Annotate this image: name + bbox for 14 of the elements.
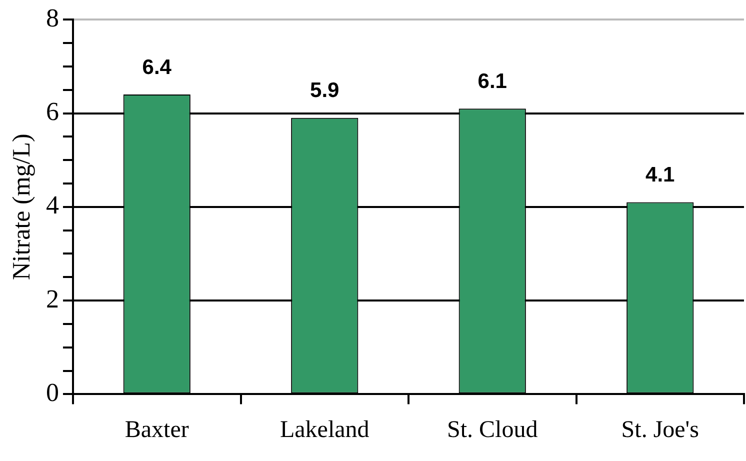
data-label: 4.1 [646, 164, 676, 187]
y-tick-label: 4 [46, 190, 59, 220]
data-label: 6.4 [142, 56, 172, 79]
y-tick-label: 0 [46, 378, 59, 408]
data-label: 5.9 [310, 79, 340, 102]
y-tick-label: 6 [46, 97, 59, 126]
x-tick-label: Lakeland [280, 416, 370, 443]
x-tick-label: St. Cloud [447, 416, 538, 443]
y-tick-label: 2 [46, 284, 59, 314]
y-tick-label: 8 [46, 3, 59, 32]
data-label: 6.1 [478, 70, 508, 93]
y-axis-title: Nitrate (mg/L) [8, 134, 36, 280]
x-tick-label: St. Joe's [621, 416, 699, 443]
x-tick-label: Baxter [124, 416, 189, 443]
